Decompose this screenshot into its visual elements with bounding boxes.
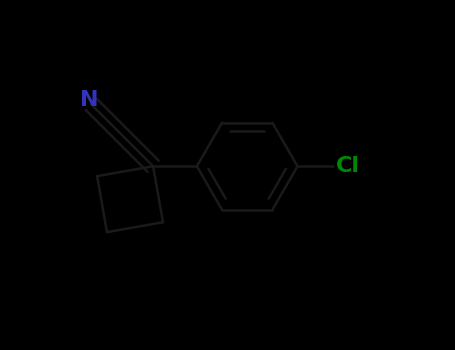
Text: N: N (80, 90, 98, 110)
Text: Cl: Cl (336, 156, 360, 176)
